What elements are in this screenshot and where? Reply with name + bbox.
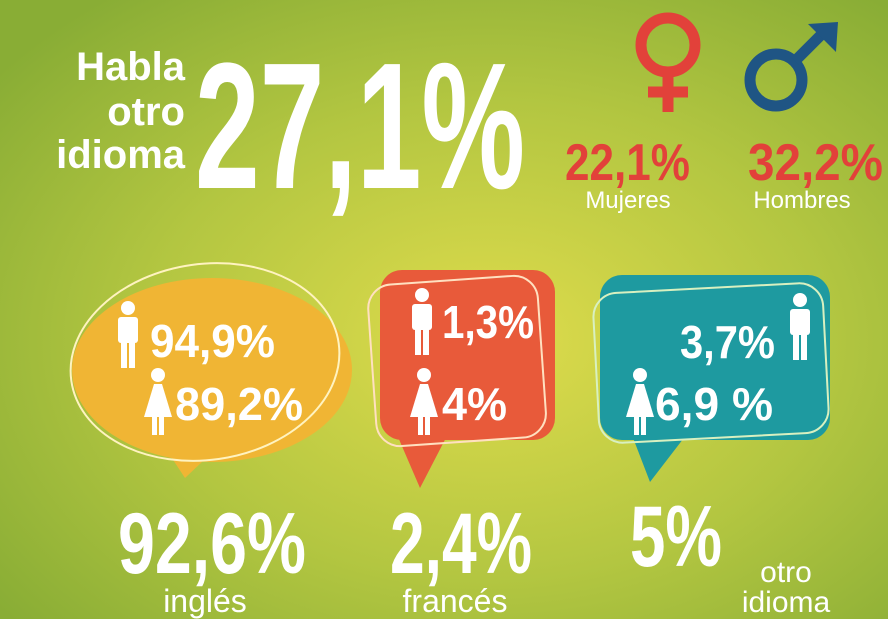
male-symbol [744,22,838,112]
women-value: 22,1% [565,134,690,192]
title-line: idioma [56,133,186,177]
men-value: 1,3% [442,296,534,348]
women-label: Mujeres [585,187,670,214]
title-line: otro [107,90,185,134]
men-label: Hombres [753,187,850,214]
english-bubble [69,262,352,478]
men-value: 3,7% [680,316,775,368]
language-label: otro [760,556,812,589]
language-label: inglés [163,583,247,619]
other-bubble [592,275,830,482]
language-label: idioma [742,586,831,619]
women-value: 6,9 % [655,378,773,430]
female-symbol [635,12,701,112]
women-value: 4% [442,378,507,430]
men-value: 32,2% [748,134,883,192]
title-line: Habla [76,45,186,89]
total-value: 92,6% [118,496,306,592]
men-value: 94,9% [150,315,275,367]
language-label: francés [403,583,508,619]
women-value: 89,2% [175,378,303,430]
total-value: 5% [630,489,722,585]
total-value: 2,4% [390,496,532,592]
main-value: 27,1% [195,26,525,227]
